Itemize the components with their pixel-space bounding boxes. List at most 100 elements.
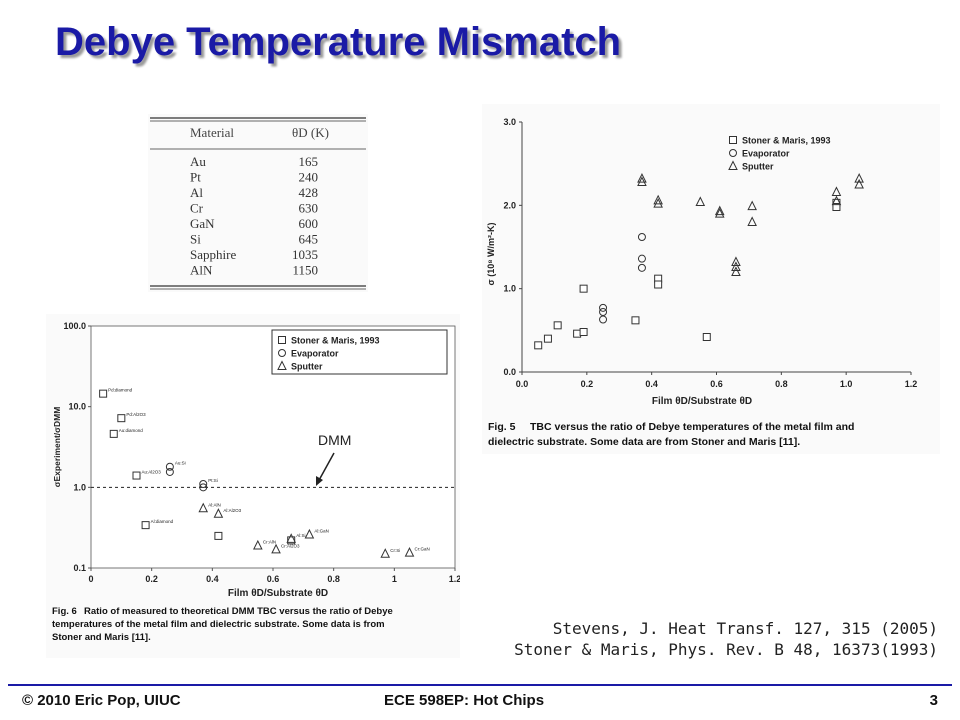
debye-table-panel: Material θD (K) Au 165 Pt 240 Al 428 Cr 630 GaN 6… (148, 114, 368, 292)
fig6-point-label: Pt:Si (208, 478, 218, 483)
fig6-point-label: Al:Al2O3 (223, 508, 241, 513)
fig6-y-tick-label: 1.0 (73, 482, 86, 492)
fig6-x-tick-label: 1 (392, 574, 397, 584)
fig5-data-point (637, 176, 647, 186)
table-cell-theta: 428 (299, 185, 319, 200)
fig5-data-point (702, 333, 711, 341)
fig6-y-tick-label: 100.0 (63, 321, 86, 331)
fig5-data-point (653, 198, 663, 208)
fig5-x-tick-label: 0.4 (645, 379, 658, 389)
fig5-data-point (832, 203, 841, 211)
fig6-data-point (214, 531, 223, 540)
fig5-caption-line-2: dielectric substrate. Some data are from… (488, 436, 800, 448)
fig6-x-axis-label: Film θD/Substrate θD (228, 588, 328, 599)
fig6-point-label: Cr:Al2O3 (281, 543, 300, 548)
fig6-x-tick-label: 0.4 (206, 574, 219, 584)
fig6-x-tick-label: 0 (88, 574, 93, 584)
fig5-data-point (599, 308, 608, 316)
fig5-data-point (747, 200, 757, 211)
fig6-data-point (286, 533, 297, 543)
fig5-data-point (731, 256, 741, 266)
fig5-data-point (831, 195, 842, 206)
fig6-y-tick-label: 0.1 (73, 563, 86, 573)
fig5-caption-line-1: TBC versus the ratio of Debye temperatur… (530, 421, 854, 433)
fig6-legend-label: Stoner & Maris, 1993 (291, 336, 380, 346)
footer-page-number: 3 (929, 692, 938, 709)
fig6-chart: 0 0.2 0.4 0.6 0.8 1 1.2 0.1 1.0 10.0 100.0 Film θD/… (52, 321, 461, 643)
table-cell-theta: 1150 (292, 263, 318, 278)
table-cell-material: Au (190, 154, 206, 169)
table-cell-material: Pt (190, 170, 201, 185)
slide-footer: © 2010 Eric Pop, UIUC ECE 598EP: Hot Chi… (0, 678, 960, 720)
table-header-theta: θD (K) (292, 125, 329, 140)
fig5-x-tick-label: 1.0 (840, 379, 853, 389)
fig6-y-tick-label: 10.0 (68, 402, 86, 412)
table-cell-material: Cr (190, 201, 204, 216)
fig6-legend-box (271, 329, 448, 375)
fig5-data-point (654, 280, 663, 289)
fig5-data-point (731, 266, 741, 276)
fig5-data-point (653, 194, 663, 205)
fig5-data-point (854, 178, 864, 189)
table-header-material: Material (190, 125, 234, 140)
fig6-data-point (198, 502, 209, 513)
footer-course: ECE 598EP: Hot Chips (384, 692, 545, 709)
fig6-x-tick-label: 0.8 (327, 574, 340, 584)
fig6-point-label: Pd:Al2O3 (126, 412, 146, 417)
fig6-point-label: Au:Al2O3 (142, 470, 162, 475)
fig6-legend-label: Evaporator (291, 349, 339, 359)
fig5-legend-marker (729, 149, 737, 157)
fig6-point-label: Au:diamond (119, 428, 144, 433)
fig5-y-axis-label: σ (10⁸ W/m²-K) (486, 223, 496, 286)
fig6-panel: 0 0.2 0.4 0.6 0.8 1 1.2 0.1 1.0 10.0 100.0 Film θD/… (46, 314, 461, 658)
fig5-data-point (637, 233, 646, 241)
citation-stevens: Stevens, J. Heat Transf. 127, 315 (2005) (552, 619, 938, 638)
fig6-data-point (199, 479, 208, 488)
fig5-legend-marker (728, 160, 738, 170)
fig6-data-point (99, 389, 108, 398)
fig5-legend-label: Stoner & Maris, 1993 (742, 136, 831, 146)
fig5-data-point (553, 321, 562, 330)
fig5-data-point (714, 205, 725, 216)
fig6-data-point (199, 483, 208, 492)
fig6-data-point (304, 528, 315, 539)
fig6-caption-line-1: Ratio of measured to theoretical DMM TBC… (84, 606, 393, 617)
fig5-panel: 0.0 0.2 0.4 0.6 0.8 1.0 1.2 0.0 1.0 2.0 3.0 Film θD… (482, 104, 940, 454)
fig5-data-point (637, 254, 646, 263)
fig5-data-point (731, 261, 741, 271)
fig6-y-axis-label: σExperiment/σDMM (52, 407, 62, 488)
fig5-legend-label: Sputter (742, 162, 774, 172)
table-cell-material: Si (190, 232, 201, 247)
fig5-x-tick-label: 0.6 (710, 379, 723, 389)
fig5-x-tick-label: 0.0 (516, 379, 529, 389)
fig5-y-tick-label: 2.0 (503, 200, 516, 210)
fig5-data-point (579, 284, 588, 293)
table-cell-theta: 165 (299, 154, 319, 169)
fig6-data-point (404, 547, 415, 557)
fig6-point-label: Al:diamond (151, 519, 174, 524)
table-cell-material: Al (190, 185, 203, 200)
fig5-data-point (573, 329, 582, 338)
footer-rule (8, 684, 952, 686)
fig6-data-point (132, 471, 141, 480)
slide-title: Debye Temperature Mismatch (55, 20, 622, 64)
fig6-point-label: Cr:AlN (263, 540, 276, 545)
fig5-data-point (579, 328, 588, 336)
fig5-data-point (637, 173, 647, 183)
fig5-data-point (599, 303, 608, 312)
dmm-annotation: DMM (318, 432, 351, 448)
fig5-x-axis-label: Film θD/Substrate θD (652, 396, 752, 407)
table-cell-theta: 240 (299, 170, 319, 185)
fig6-point-label: Cr:Si (390, 548, 400, 553)
fig5-legend-marker (729, 136, 737, 144)
fig6-data-point (165, 467, 174, 476)
fig6-legend-marker (278, 349, 286, 357)
citation-block: Stevens, J. Heat Transf. 127, 315 (2005)… (514, 618, 938, 660)
fig5-data-point (854, 173, 864, 183)
fig6-legend-label: Sputter (291, 362, 323, 372)
dmm-arrowhead (316, 476, 323, 486)
citation-stoner-maris: Stoner & Maris, Phys. Rev. B 48, 16373(1… (514, 640, 938, 659)
table-cell-material: Sapphire (190, 247, 236, 262)
fig6-x-tick-label: 0.6 (267, 574, 280, 584)
fig6-data-point (117, 414, 126, 423)
